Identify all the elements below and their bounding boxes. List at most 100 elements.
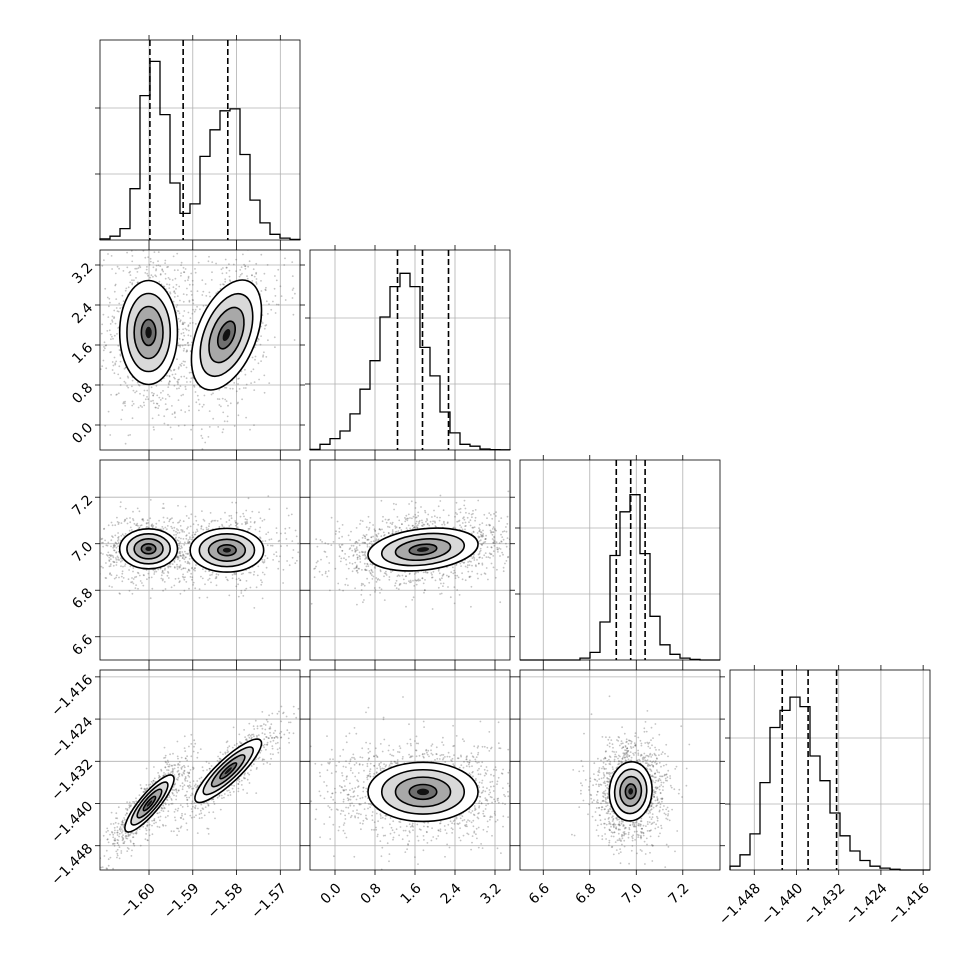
sample-point — [132, 518, 134, 520]
sample-point — [270, 538, 273, 540]
sample-point — [490, 546, 493, 549]
sample-point — [97, 337, 99, 339]
sample-point — [194, 323, 197, 325]
sample-point — [418, 522, 420, 525]
sample-point — [261, 571, 264, 574]
sample-point — [397, 588, 400, 590]
sample-point — [178, 566, 181, 569]
sample-point — [181, 530, 184, 533]
sample-point — [514, 547, 516, 549]
sample-point — [204, 583, 206, 586]
sample-point — [162, 502, 165, 505]
sample-point — [152, 402, 155, 405]
sample-point — [215, 573, 218, 575]
sample-point — [152, 261, 155, 264]
sample-point — [169, 772, 172, 775]
sample-point — [128, 801, 131, 804]
sample-point — [415, 520, 418, 523]
sample-point — [152, 394, 155, 397]
sample-point — [177, 539, 180, 542]
sample-point — [255, 272, 257, 275]
sample-point — [192, 568, 195, 571]
sample-point — [208, 522, 211, 525]
sample-point — [463, 504, 466, 507]
sample-point — [141, 518, 144, 521]
sample-point — [275, 532, 278, 534]
sample-point — [505, 542, 507, 545]
sample-point — [439, 593, 441, 595]
sample-point — [138, 510, 141, 513]
sample-point — [499, 555, 501, 557]
sample-point — [166, 525, 169, 527]
sample-point — [150, 524, 153, 527]
sample-point — [124, 518, 126, 521]
sample-point — [228, 519, 231, 522]
sample-point — [518, 511, 520, 513]
sample-point — [292, 287, 295, 290]
sample-point — [181, 551, 184, 553]
sample-point — [464, 525, 466, 527]
sample-point — [355, 540, 358, 543]
sample-point — [171, 788, 174, 791]
sample-point — [185, 556, 187, 559]
sample-point — [359, 519, 362, 522]
sample-point — [130, 250, 133, 252]
sample-point — [255, 271, 258, 274]
sample-point — [470, 605, 472, 608]
sample-point — [479, 539, 482, 541]
sample-point — [412, 515, 415, 518]
sample-point — [158, 396, 161, 399]
sample-point — [225, 266, 228, 269]
sample-point — [176, 779, 179, 781]
sample-point — [168, 375, 171, 378]
sample-point — [468, 512, 470, 515]
sample-point — [253, 424, 255, 426]
sample-point — [121, 570, 124, 573]
sample-point — [247, 265, 250, 268]
sample-point — [320, 558, 322, 561]
sample-point — [117, 310, 120, 313]
sample-point — [472, 509, 474, 512]
sample-point — [417, 515, 420, 517]
sample-point — [364, 550, 367, 553]
sample-point — [171, 772, 174, 774]
sample-point — [142, 518, 145, 520]
sample-point — [246, 518, 249, 521]
sample-point — [408, 503, 410, 505]
sample-point — [224, 280, 227, 283]
sample-point — [263, 573, 266, 576]
sample-point — [378, 528, 381, 530]
sample-point — [359, 558, 361, 560]
sample-point — [291, 540, 294, 542]
sample-point — [111, 586, 113, 588]
sample-point — [130, 581, 133, 584]
sample-point — [471, 516, 473, 519]
sample-point — [112, 867, 114, 870]
sample-point — [268, 382, 271, 384]
sample-point — [478, 536, 481, 538]
sample-point — [146, 824, 149, 827]
sample-point — [181, 464, 183, 466]
sample-point — [412, 526, 415, 529]
sample-point — [101, 323, 104, 326]
sample-point — [365, 556, 368, 559]
sample-point — [356, 571, 359, 574]
sample-point — [411, 524, 414, 527]
sample-point — [359, 561, 362, 563]
sample-point — [202, 518, 205, 521]
sample-point — [171, 764, 174, 767]
sample-point — [131, 831, 133, 834]
sample-point — [171, 373, 174, 376]
sample-point — [121, 580, 124, 583]
sample-point — [228, 515, 231, 517]
sample-point — [305, 574, 307, 576]
sample-point — [122, 821, 124, 824]
sample-point — [177, 379, 180, 381]
sample-point — [481, 543, 483, 546]
sample-point — [327, 570, 330, 572]
sample-point — [358, 544, 361, 547]
sample-point — [175, 306, 178, 308]
sample-point — [153, 818, 156, 820]
sample-point — [155, 406, 157, 409]
sample-point — [151, 523, 154, 526]
